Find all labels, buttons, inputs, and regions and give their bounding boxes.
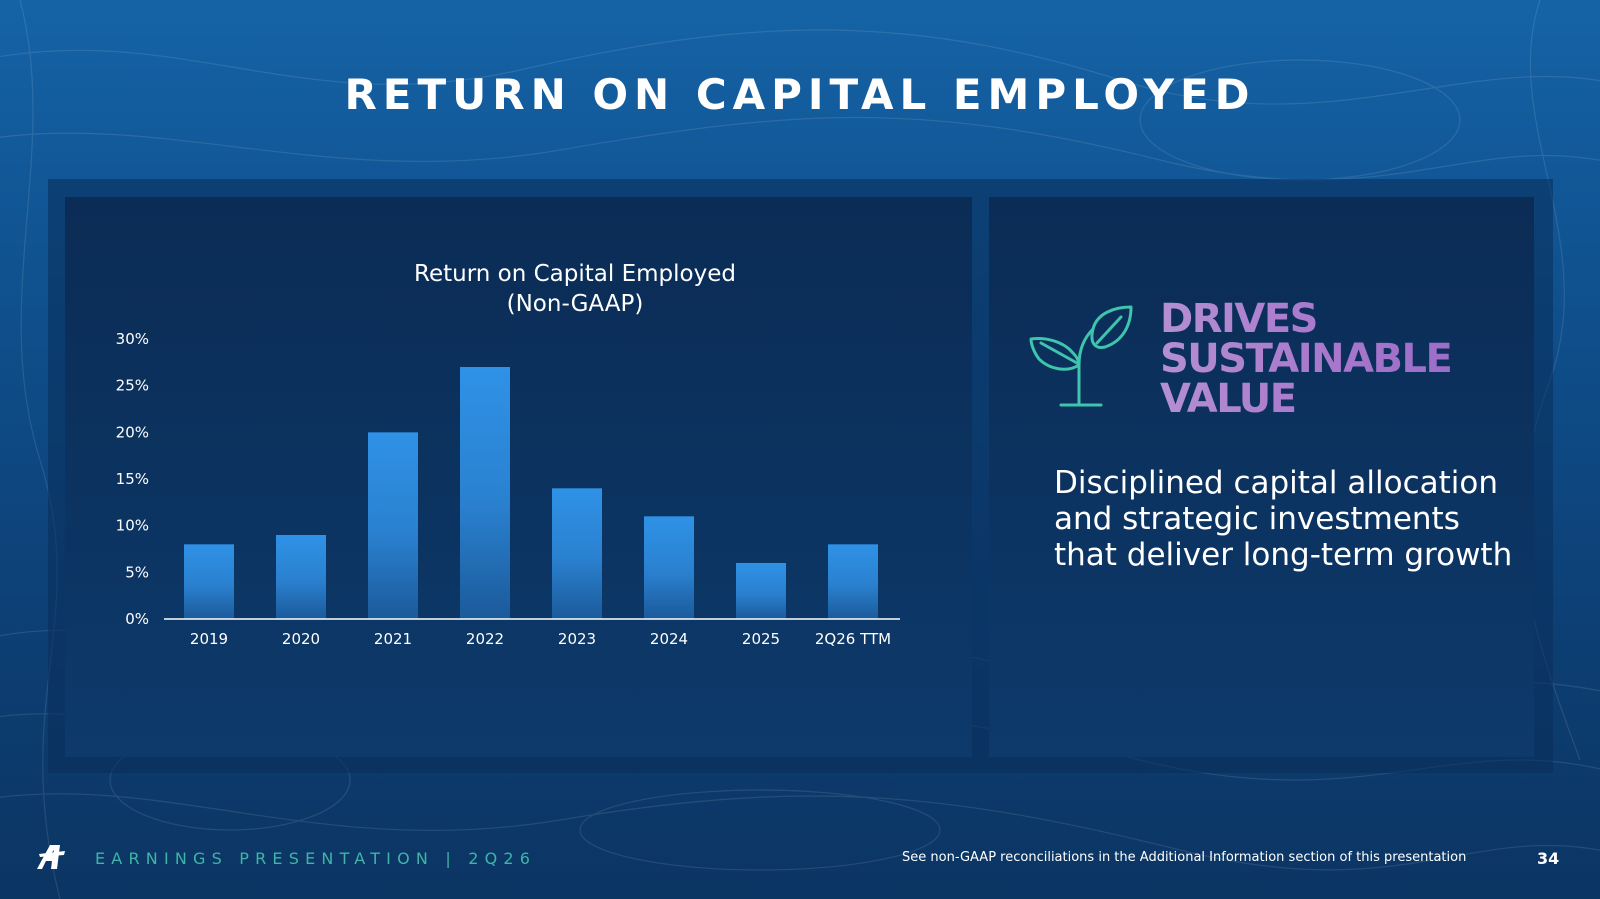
y-tick-label: 25%	[116, 377, 149, 395]
airline-logo-icon	[37, 845, 65, 869]
y-tick-label: 20%	[116, 423, 149, 441]
x-tick-label: 2024	[650, 630, 688, 648]
chart-title: Return on Capital Employed (Non-GAAP)	[355, 259, 795, 319]
bar	[184, 544, 234, 619]
callout-heading-line-2: SUSTAINABLE	[1160, 336, 1452, 382]
chart-title-line-1: Return on Capital Employed	[414, 261, 736, 287]
bar	[460, 367, 510, 619]
bar	[644, 516, 694, 619]
chart-panel: 0% 5% 10% 15% 20% 25% 30% 2019 2020 2021 2022 2023…	[65, 197, 972, 757]
y-tick-label: 15%	[116, 470, 149, 488]
y-tick-label: 5%	[125, 563, 149, 581]
bar	[736, 563, 786, 619]
x-tick-label: 2019	[190, 630, 228, 648]
sprout-icon	[1029, 305, 1133, 407]
bar	[276, 535, 326, 619]
x-axis-ticks: 2019 2020 2021 2022 2023 2024 2025 2Q26 TTM	[190, 630, 891, 648]
x-tick-label: 2023	[558, 630, 596, 648]
chart-title-line-2: (Non-GAAP)	[506, 291, 644, 317]
x-tick-label: 2Q26 TTM	[815, 630, 891, 648]
y-tick-label: 30%	[116, 330, 149, 348]
callout-body: Disciplined capital allocation and strat…	[1054, 465, 1513, 573]
callout-heading-line-1: DRIVES	[1160, 296, 1317, 342]
x-tick-label: 2021	[374, 630, 412, 648]
page-title: RETURN ON CAPITAL EMPLOYED	[344, 70, 1256, 119]
y-tick-label: 10%	[116, 517, 149, 535]
bar	[368, 432, 418, 619]
bar	[828, 544, 878, 619]
callout-panel: DRIVES SUSTAINABLE VALUE Disciplined cap…	[989, 197, 1534, 757]
y-tick-label: 0%	[125, 610, 149, 628]
page-number: 34	[1537, 849, 1560, 868]
callout-heading: DRIVES SUSTAINABLE VALUE	[1160, 299, 1451, 419]
bar	[552, 488, 602, 619]
footer-presentation-label: EARNINGS PRESENTATION | 2Q26	[95, 849, 537, 868]
footer-non-gaap-note: See non-GAAP reconciliations in the Addi…	[902, 850, 1467, 865]
bars	[184, 367, 878, 619]
x-tick-label: 2022	[466, 630, 504, 648]
x-tick-label: 2020	[282, 630, 320, 648]
callout-heading-line-3: VALUE	[1160, 376, 1296, 422]
y-axis-ticks: 0% 5% 10% 15% 20% 25% 30%	[116, 330, 149, 628]
bar-chart: 0% 5% 10% 15% 20% 25% 30% 2019 2020 2021 2022 2023…	[116, 330, 900, 648]
x-tick-label: 2025	[742, 630, 780, 648]
